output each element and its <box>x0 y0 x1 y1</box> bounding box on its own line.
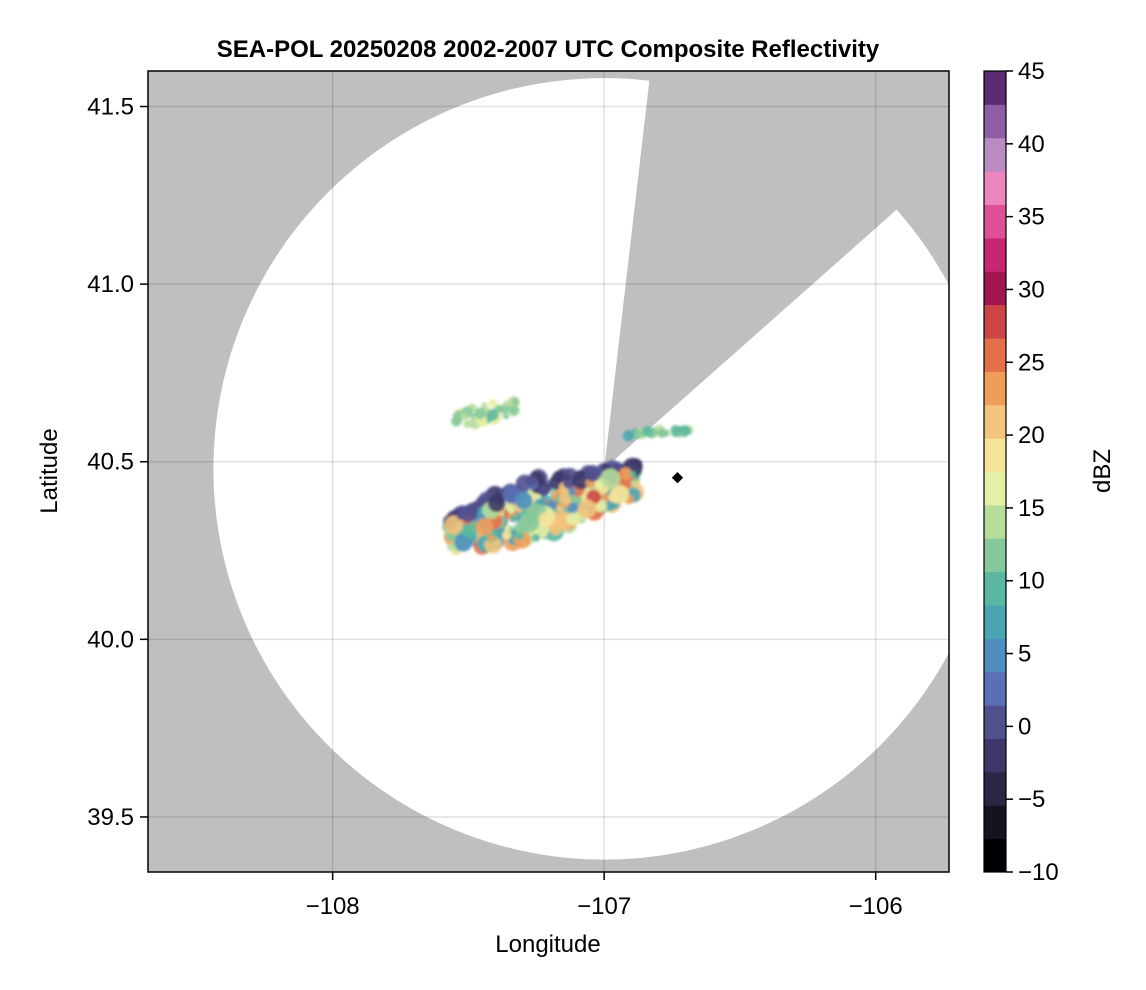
colorbar-segment <box>984 338 1006 372</box>
colorbar-segment <box>984 771 1006 806</box>
y-tick-label: 39.5 <box>87 804 134 831</box>
y-axis: 39.5 40.0 40.5 41.0 41.5 <box>87 94 148 831</box>
colorbar-segment <box>984 271 1006 306</box>
colorbar-segment <box>984 538 1006 573</box>
echo-main-cell <box>442 457 645 556</box>
y-tick-label: 41.5 <box>87 94 134 121</box>
chart-title: SEA-POL 20250208 2002-2007 UTC Composite… <box>217 36 880 63</box>
colorbar-tick-label: 25 <box>1018 349 1045 376</box>
reflectivity-echoes <box>442 396 694 556</box>
colorbar-tick-label: 15 <box>1018 495 1045 522</box>
colorbar-segment <box>984 438 1006 472</box>
colorbar-label: dBZ <box>1089 449 1116 493</box>
colorbar-tick-label: 45 <box>1018 58 1045 85</box>
colorbar-tick-label: −5 <box>1018 786 1045 813</box>
colorbar-tick-label: −10 <box>1018 859 1059 886</box>
y-tick-label: 41.0 <box>87 271 134 298</box>
colorbar-segment <box>984 137 1006 172</box>
echo-isolated-point <box>671 472 684 484</box>
radar-coverage-disk <box>213 78 949 860</box>
colorbar-segment <box>984 838 1006 873</box>
colorbar-segment <box>984 471 1006 506</box>
colorbar-tick-label: 20 <box>1018 422 1045 449</box>
colorbar-tick-label: 40 <box>1018 131 1045 158</box>
y-tick-label: 40.5 <box>87 449 134 476</box>
plot-frame <box>147 70 950 873</box>
colorbar-segment <box>984 705 1006 739</box>
colorbar-segment <box>984 237 1006 272</box>
colorbar-tick-label: 35 <box>1018 204 1045 231</box>
y-tick-label: 40.0 <box>87 626 134 653</box>
x-axis-label: Longitude <box>495 931 600 958</box>
colorbar-segment <box>984 304 1006 339</box>
colorbar-segment <box>984 171 1006 205</box>
colorbar-segment <box>984 671 1006 706</box>
gridlines <box>148 71 949 872</box>
y-axis-label: Latitude <box>36 428 63 513</box>
colorbar-segment <box>984 404 1006 439</box>
colorbar-segment <box>984 204 1006 239</box>
echo-east-fragments <box>622 424 694 442</box>
colorbar-segment <box>984 104 1006 139</box>
colorbar-segment <box>984 638 1006 673</box>
x-tick-label: −106 <box>849 893 903 920</box>
colorbar: −10 −5 0 5 10 15 20 25 30 35 40 45 <box>983 58 1059 886</box>
colorbar-tick-label: 0 <box>1018 713 1031 740</box>
colorbar-segment <box>984 71 1006 105</box>
colorbar-segment <box>984 738 1006 773</box>
plot-area <box>148 71 949 872</box>
colorbar-frame <box>983 70 1007 873</box>
x-tick-label: −108 <box>306 893 360 920</box>
x-tick-label: −107 <box>577 893 631 920</box>
colorbar-segment <box>984 371 1006 406</box>
colorbar-segment <box>984 504 1006 539</box>
echo-northwest-band <box>451 396 520 430</box>
colorbar-tick-label: 10 <box>1018 568 1045 595</box>
colorbar-segment <box>984 605 1006 639</box>
colorbar-segment <box>984 571 1006 606</box>
colorbar-tick-label: 5 <box>1018 641 1031 668</box>
x-axis: −108 −107 −106 <box>306 872 903 920</box>
colorbar-segment <box>984 805 1006 840</box>
colorbar-tick-label: 30 <box>1018 276 1045 303</box>
